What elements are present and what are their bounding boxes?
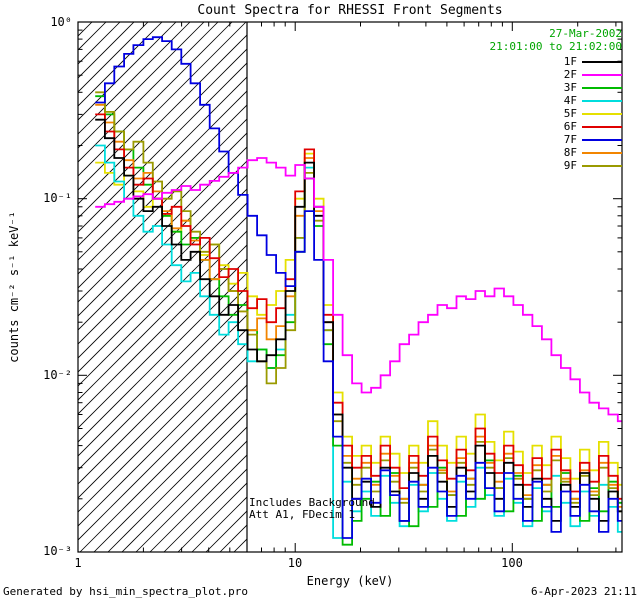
series-9F — [95, 91, 622, 513]
y-axis-label: counts cm⁻² s⁻¹ keV⁻¹ — [7, 211, 21, 363]
series-2F — [95, 157, 622, 423]
x-tick-label-1: 1 — [74, 556, 82, 570]
legend-line-swatch — [582, 99, 622, 102]
legend-line-swatch — [582, 86, 622, 89]
legend-entry-4F: 4F — [564, 94, 622, 107]
legend-entry-3F: 3F — [564, 81, 622, 94]
legend-entry-6F: 6F — [564, 120, 622, 133]
legend-entry-1F: 1F — [564, 55, 622, 68]
legend-line-swatch — [582, 151, 622, 154]
legend-entry-5F: 5F — [564, 107, 622, 120]
legend-label: 1F — [563, 55, 577, 68]
y-tick-label-1e-2: 10⁻² — [43, 368, 72, 382]
hatched-low-energy-region — [78, 22, 247, 552]
x-axis-label: Energy (keV) — [306, 574, 394, 588]
render-timestamp: 6-Apr-2023 21:11 — [531, 585, 637, 598]
series-8F — [95, 103, 622, 508]
legend-line-swatch — [582, 138, 622, 141]
legend-line-swatch — [582, 112, 622, 115]
legend-label: 2F — [563, 68, 577, 81]
legend-line-swatch — [582, 60, 622, 63]
annotation-attenuator-state: Att A1, FDecim 1 — [249, 508, 355, 521]
legend-label: 9F — [563, 159, 577, 172]
legend-label: 7F — [563, 133, 577, 146]
legend-label: 5F — [563, 107, 577, 120]
x-tick-label-100: 100 — [501, 556, 523, 570]
legend-entry-9F: 9F — [564, 159, 622, 172]
x-tick-label-10: 10 — [287, 556, 303, 570]
y-tick-label-1e-1: 10⁻¹ — [43, 191, 72, 205]
generator-credit: Generated by hsi_min_spectra_plot.pro — [3, 585, 249, 598]
series-6F — [95, 113, 622, 500]
legend-line-swatch — [582, 125, 622, 128]
series-7F — [95, 36, 622, 539]
legend-entry-8F: 8F — [564, 146, 622, 159]
legend-label: 8F — [563, 146, 577, 159]
chart-title: Count Spectra for RHESSI Front Segments — [197, 3, 503, 18]
series-3F — [95, 95, 622, 546]
legend-label: 6F — [563, 120, 577, 133]
legend-entry-2F: 2F — [564, 68, 622, 81]
axes-frame — [77, 21, 623, 553]
legend-label: 4F — [563, 94, 577, 107]
series-5F — [95, 152, 622, 486]
legend-entry-7F: 7F — [564, 133, 622, 146]
legend-line-swatch — [582, 73, 622, 76]
series-1F — [95, 118, 622, 522]
annotation-includes-background: Includes Background — [249, 496, 375, 509]
legend-line-swatch — [582, 164, 622, 167]
obs-date: 27-Mar-2002 — [549, 27, 622, 40]
legend-label: 3F — [563, 81, 577, 94]
y-tick-label-1e0: 10⁰ — [50, 15, 72, 29]
obs-time-range: 21:01:00 to 21:02:00 — [489, 40, 622, 53]
y-tick-label-1e-3: 10⁻³ — [43, 544, 72, 558]
legend: 1F 2F 3F 4F 5F 6F 7F 8F 9F — [564, 55, 622, 172]
